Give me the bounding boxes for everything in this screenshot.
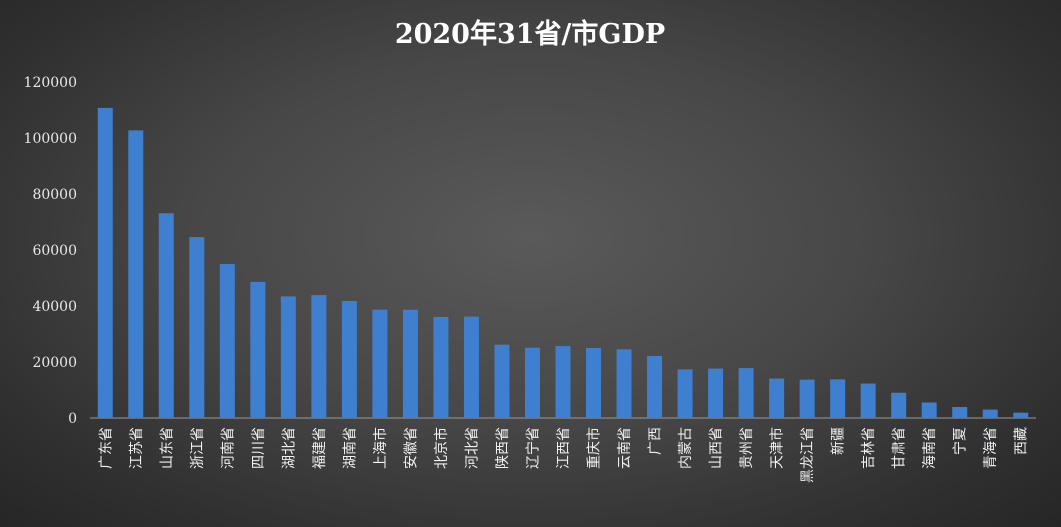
bar-16 [586,347,602,418]
bar-29 [982,409,998,418]
x-tick-label: 西藏 [1014,427,1030,455]
bar-15 [555,346,571,418]
bar-18 [647,355,663,418]
x-tick-label: 海南省 [922,427,938,469]
bar-30 [1013,412,1029,418]
bar-14 [524,347,540,418]
x-tick-label: 辽宁省 [524,427,541,469]
bar-17 [616,349,632,418]
x-tick-label: 重庆市 [586,427,603,469]
bar-13 [494,344,510,418]
bar-6 [280,296,296,418]
bar-4 [219,264,235,418]
bar-21 [738,368,754,418]
x-tick-label: 山西省 [709,427,725,469]
x-tick-label: 浙江省 [190,427,206,469]
bar-1 [128,130,144,418]
x-tick-label: 江苏省 [129,427,145,469]
x-tick-label: 北京市 [433,427,450,469]
x-tick-label: 河北省 [464,427,480,469]
bar-0 [97,107,113,419]
x-tick-label: 湖北省 [281,427,297,469]
x-tick-label: 天津市 [769,427,786,469]
y-tick-label: 60000 [32,243,77,259]
bar-8 [341,301,357,418]
x-tick-label: 吉林省 [861,427,877,469]
y-tick-label: 40000 [32,299,77,315]
x-tick-label: 贵州省 [739,427,755,469]
y-tick-label: 120000 [24,75,77,91]
bar-3 [189,237,205,418]
x-tick-label: 甘肃省 [892,427,908,469]
x-axis-labels: 广东省 江苏省 山东省 浙江省 河南省 四川省 湖北省 福建省 湖南省 上海市 安徽省 北京市 河北省陕… [98,427,1029,483]
chart-title: 2020年31省/市GDP [395,18,665,50]
bar-28 [952,407,968,418]
x-tick-label: 新疆 [831,427,847,455]
y-axis: 0 20000 40000 60000 80000 100000 120000 [24,75,77,427]
y-tick-label: 20000 [32,355,77,371]
y-tick-label: 80000 [32,187,77,203]
x-tick-label: 广东省 [98,427,114,469]
bar-19 [677,369,693,418]
x-tick-label: 江西省 [556,427,572,469]
bar-7 [311,295,327,418]
x-tick-label: 陕西省 [495,427,511,469]
bar-9 [372,309,388,418]
bar-23 [799,379,815,418]
y-tick-label: 100000 [24,131,77,147]
bar-26 [891,392,907,418]
x-tick-label: 云南省 [617,427,633,469]
x-tick-label: 黑龙江省 [800,427,816,483]
x-tick-label: 河南省 [220,427,236,469]
bar-25 [860,383,876,418]
x-tick-label: 青海省 [983,427,999,469]
bar-11 [433,316,449,418]
x-tick-label: 广西 [648,427,664,455]
x-tick-label: 四川省 [251,427,267,469]
x-tick-label: 安徽省 [403,427,419,469]
y-tick-label: 0 [68,411,77,427]
x-tick-label: 上海市 [372,427,389,469]
bar-10 [402,309,418,418]
bar-5 [250,281,266,418]
x-tick-label: 福建省 [312,427,328,469]
bar-series [97,107,1029,419]
bar-20 [708,368,724,418]
bar-24 [830,379,846,418]
x-tick-label: 湖南省 [342,427,358,469]
bar-12 [463,316,479,418]
bar-27 [921,402,937,418]
bar-22 [769,378,785,418]
x-tick-label: 宁夏 [952,427,969,455]
x-tick-label: 山东省 [159,427,175,469]
bar-2 [158,213,174,418]
x-tick-label: 内蒙古 [678,427,694,469]
